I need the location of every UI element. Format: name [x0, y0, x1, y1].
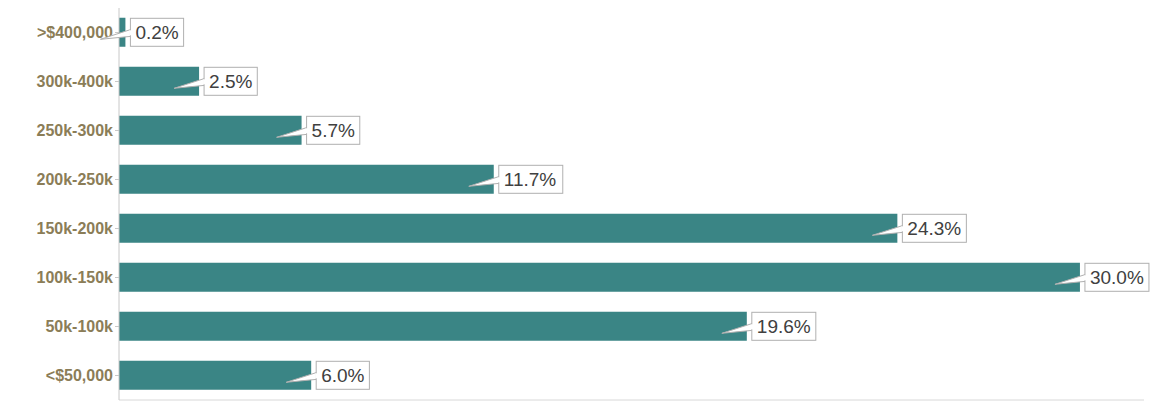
- svg-text:300k-400k: 300k-400k: [36, 73, 113, 90]
- svg-text:200k-250k: 200k-250k: [36, 171, 113, 188]
- svg-text:30.0%: 30.0%: [1090, 267, 1144, 288]
- svg-text:24.3%: 24.3%: [907, 218, 961, 239]
- svg-text:19.6%: 19.6%: [757, 316, 811, 337]
- svg-text:11.7%: 11.7%: [504, 169, 557, 190]
- svg-text:50k-100k: 50k-100k: [45, 318, 113, 335]
- svg-text:<$50,000: <$50,000: [46, 367, 113, 384]
- svg-text:150k-200k: 150k-200k: [36, 220, 113, 237]
- svg-text:5.7%: 5.7%: [312, 120, 355, 141]
- svg-text:2.5%: 2.5%: [209, 71, 252, 92]
- svg-text:0.2%: 0.2%: [135, 22, 178, 43]
- svg-text:100k-150k: 100k-150k: [36, 269, 113, 286]
- svg-text:250k-300k: 250k-300k: [36, 122, 113, 139]
- svg-text:>$400,000: >$400,000: [36, 24, 113, 42]
- svg-text:6.0%: 6.0%: [321, 365, 364, 386]
